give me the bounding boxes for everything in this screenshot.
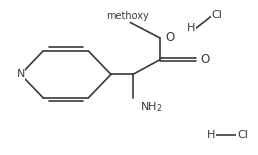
Text: Cl: Cl: [211, 11, 222, 20]
Text: NH$_2$: NH$_2$: [140, 100, 162, 114]
Text: O: O: [200, 53, 209, 66]
Text: H: H: [207, 130, 216, 140]
Text: methoxy: methoxy: [106, 11, 149, 21]
Text: Cl: Cl: [237, 130, 248, 140]
Text: N: N: [17, 69, 25, 79]
Text: H: H: [187, 23, 195, 33]
Text: O: O: [166, 31, 175, 44]
